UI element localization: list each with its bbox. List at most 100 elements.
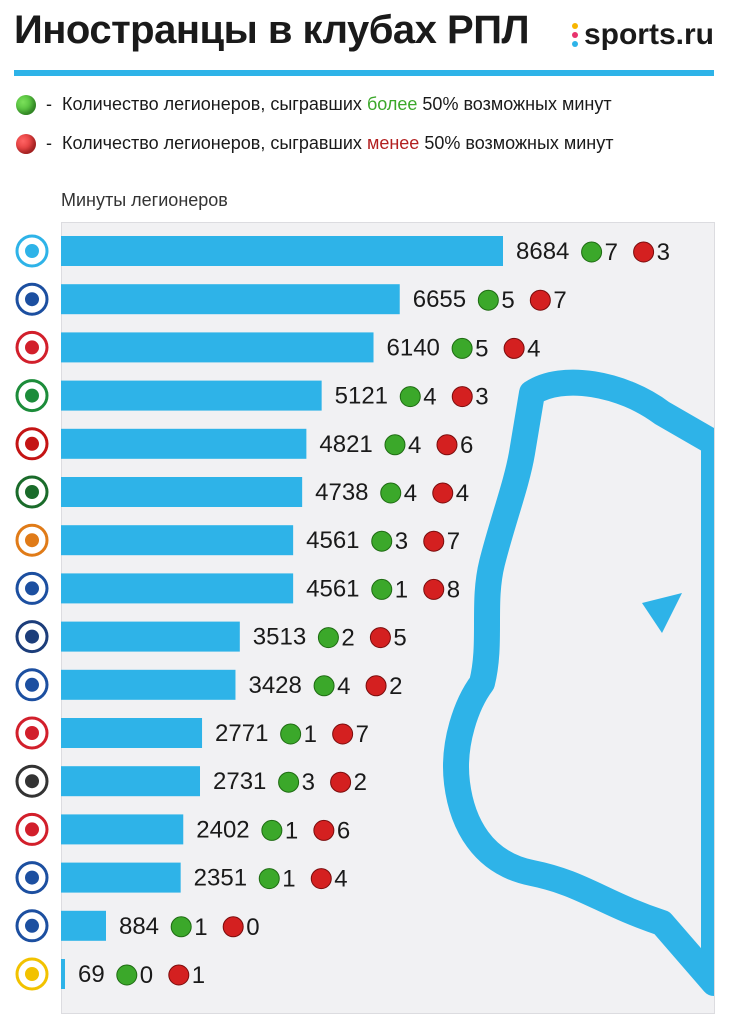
legend-green-text: Количество легионеров, сыгравших более 5… [62, 94, 612, 114]
green-dot-icon [384, 434, 406, 456]
bar [61, 718, 203, 748]
bar [61, 814, 184, 845]
value-label: 2351 [194, 865, 247, 892]
zenit-logo-icon [15, 234, 49, 268]
less-than-half-count: 4 [334, 866, 347, 893]
bar [61, 959, 65, 989]
less-than-half-count: 3 [475, 384, 488, 411]
rostov-logo-icon [15, 957, 49, 991]
red-dot-icon [423, 530, 445, 552]
more-than-half-count: 4 [423, 384, 436, 411]
legend-red-word: менее [366, 133, 420, 153]
less-than-half-count: 8 [447, 576, 460, 603]
less-than-half-count: 4 [456, 480, 469, 507]
more-than-half-count: 0 [140, 962, 153, 989]
page-title: Иностранцы в клубах РПЛ [14, 8, 530, 52]
bar [61, 573, 294, 604]
red-dot-icon [313, 819, 335, 841]
less-than-half-count: 2 [354, 769, 367, 796]
red-dot-icon [529, 289, 551, 311]
green-dot-icon [371, 530, 393, 552]
more-than-half-count: 4 [404, 480, 417, 507]
bar [61, 525, 294, 556]
more-than-half-count: 4 [337, 673, 350, 700]
dynamo-logo-icon [15, 571, 49, 605]
green-dot-icon [371, 578, 393, 600]
nizhny-novgorod-logo-icon [15, 668, 49, 702]
legend-red: - Количество легионеров, сыгравших менее… [16, 133, 614, 154]
bar [61, 669, 236, 700]
more-than-half-count: 1 [285, 817, 298, 844]
lokomotiv-logo-icon [15, 427, 49, 461]
brand-name: sports.ru [583, 18, 714, 51]
red-dot-icon [332, 723, 354, 745]
value-label: 6655 [413, 286, 466, 313]
bar [61, 428, 307, 459]
value-label: 69 [78, 961, 105, 988]
green-dot-icon [116, 964, 138, 986]
red-dot-icon [365, 675, 387, 697]
green-dot-icon [399, 386, 421, 408]
red-dot-icon [503, 337, 525, 359]
fakel-logo-icon [15, 909, 49, 943]
less-than-half-count: 1 [192, 962, 205, 989]
value-label: 4561 [306, 527, 359, 554]
bar [61, 621, 240, 652]
green-dot-icon [258, 868, 280, 890]
bar [61, 910, 106, 941]
title-divider [14, 70, 714, 76]
legend-green-word: более [366, 94, 418, 114]
red-dot-icon [16, 133, 36, 154]
krasnodar-logo-icon [15, 475, 49, 509]
green-dot-icon [16, 94, 36, 115]
red-dot-icon [423, 578, 445, 600]
spartak-logo-icon [15, 716, 49, 750]
green-dot-icon [581, 241, 603, 263]
less-than-half-count: 7 [447, 528, 460, 555]
value-label: 884 [119, 913, 159, 940]
more-than-half-count: 7 [605, 239, 618, 266]
less-than-half-count: 5 [393, 625, 406, 652]
bar [61, 236, 503, 266]
green-dot-icon [313, 675, 335, 697]
bar [61, 766, 201, 797]
green-dot-icon [477, 289, 499, 311]
value-label: 4561 [306, 575, 359, 602]
value-label: 6140 [387, 334, 440, 361]
legend-dash: - [46, 94, 52, 114]
brand-logo: sports.ru [571, 18, 714, 52]
more-than-half-count: 4 [408, 432, 421, 459]
ural-logo-icon [15, 523, 49, 557]
value-label: 2402 [196, 816, 249, 843]
red-dot-icon [330, 771, 352, 793]
red-dot-icon [633, 241, 655, 263]
more-than-half-count: 1 [395, 576, 408, 603]
more-than-half-count: 3 [302, 769, 315, 796]
less-than-half-count: 6 [337, 817, 350, 844]
value-label: 2771 [215, 720, 268, 747]
cska-logo-icon [15, 330, 49, 364]
bar [61, 284, 400, 315]
bar [61, 380, 322, 411]
green-dot-icon [278, 771, 300, 793]
red-dot-icon [436, 434, 458, 456]
less-than-half-count: 3 [657, 239, 670, 266]
brand-dots-icon [571, 23, 578, 47]
red-dot-icon [222, 916, 244, 938]
red-dot-icon [451, 386, 473, 408]
value-label: 2731 [213, 768, 266, 795]
green-dot-icon [380, 482, 402, 504]
green-dot-icon [170, 916, 192, 938]
less-than-half-count: 0 [246, 914, 259, 941]
more-than-half-count: 3 [395, 528, 408, 555]
value-label: 8684 [516, 238, 569, 265]
value-label: 4738 [315, 479, 368, 506]
red-dot-icon [310, 868, 332, 890]
more-than-half-count: 2 [341, 625, 354, 652]
value-label: 3428 [248, 672, 301, 699]
more-than-half-count: 5 [501, 287, 514, 314]
green-dot-icon [261, 819, 283, 841]
green-dot-icon [451, 337, 473, 359]
less-than-half-count: 4 [527, 335, 540, 362]
